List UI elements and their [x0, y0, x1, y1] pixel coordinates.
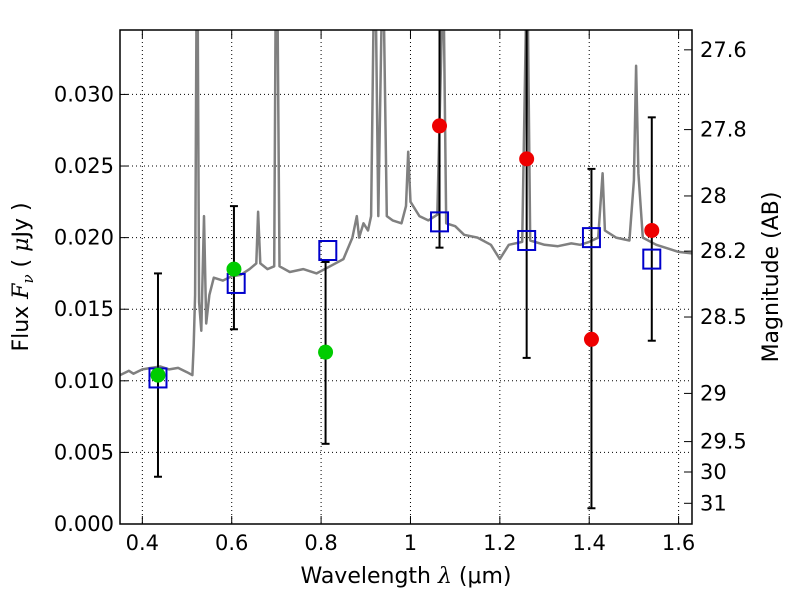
- x-tick-label: 1.6: [662, 531, 695, 555]
- axes: 0.4 0.6 0.8 1 1.2 1.4 1.6 0.000 0.005 0.010 0.015 0…: [54, 30, 747, 555]
- x-tick-label: 0.8: [304, 531, 337, 555]
- right-tick-label: 28.5: [700, 305, 747, 329]
- y-axis-label-text: Flux: [9, 299, 34, 352]
- y-axis-label-mu: μ: [9, 238, 34, 252]
- x-axis-label-symbol: λ: [437, 564, 452, 589]
- y-tick-label: 0.000: [54, 512, 114, 536]
- square-marker: [642, 248, 662, 270]
- y-tick-label: 0.020: [54, 226, 114, 250]
- x-tick-label: 0.6: [215, 531, 248, 555]
- right-axis-label: Magnitude (AB): [759, 192, 784, 363]
- square-marker: [318, 240, 338, 262]
- x-tick-label: 1.2: [483, 531, 516, 555]
- right-tick-label: 31: [700, 491, 727, 515]
- y-axis-label: Flux Fν ( μJy ): [9, 202, 37, 351]
- x-axis-label-unit: (μm): [452, 564, 512, 589]
- y-axis-label-subscript: ν: [19, 274, 37, 283]
- y-axis-label-unit: Jy ): [9, 202, 34, 239]
- square-marker: [517, 229, 537, 251]
- x-tick-label: 1.4: [573, 531, 606, 555]
- x-tick-label: 1: [404, 531, 417, 555]
- circle-marker: [519, 151, 535, 167]
- data-points: [148, 118, 662, 389]
- circle-marker: [150, 367, 166, 383]
- right-tick-label: 29.5: [700, 430, 747, 454]
- right-tick-label: 27.8: [700, 118, 747, 142]
- y-tick-label: 0.015: [54, 297, 114, 321]
- square-marker: [430, 211, 450, 233]
- y-axis-label-symbol: F: [9, 283, 34, 300]
- right-tick-label: 28: [700, 184, 727, 208]
- y-tick-label: 0.005: [54, 440, 114, 464]
- square-marker: [581, 227, 601, 249]
- circle-marker: [318, 344, 334, 360]
- right-tick-label: 30: [700, 460, 727, 484]
- circle-marker: [226, 261, 242, 277]
- y-axis-label-mid: (: [9, 252, 34, 275]
- circle-marker: [583, 331, 599, 347]
- circle-marker: [644, 222, 660, 238]
- right-tick-label: 27.6: [700, 38, 747, 62]
- y-tick-label: 0.030: [54, 82, 114, 106]
- plot-frame: [119, 29, 693, 525]
- x-tick-label: 0.4: [126, 531, 159, 555]
- y-tick-label: 0.010: [54, 369, 114, 393]
- y-tick-label: 0.025: [54, 154, 114, 178]
- circle-marker: [432, 118, 448, 134]
- right-tick-label: 28.2: [700, 239, 747, 263]
- x-axis-label: Wavelength λ (μm): [300, 564, 511, 589]
- x-axis-label-text: Wavelength: [300, 564, 438, 589]
- spectrum-line: [120, 30, 692, 377]
- spectrum-group: [120, 30, 692, 377]
- right-tick-label: 29: [700, 381, 727, 405]
